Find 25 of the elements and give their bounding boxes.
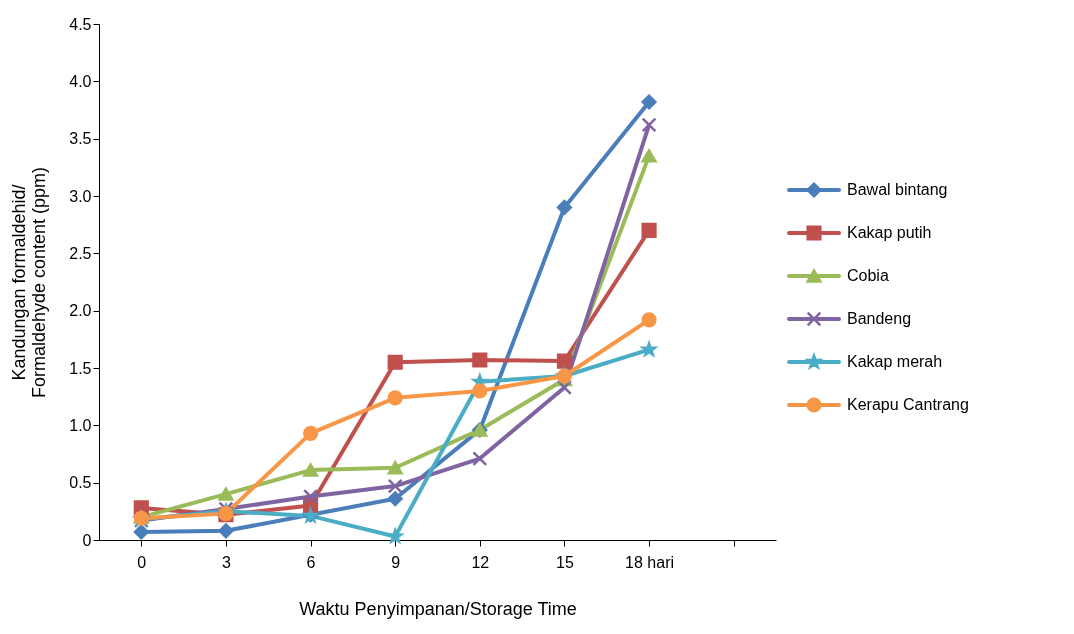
legend-label: Kakap merah (847, 353, 943, 370)
y-tick-label: 0 (82, 531, 92, 549)
x-tick-label: 9 (391, 553, 401, 571)
x-tick-label: 0 (137, 553, 147, 571)
y-tick-label: 2.0 (69, 302, 92, 320)
y-tick-label: 3.0 (69, 187, 92, 205)
y-tick-label: 0.5 (69, 474, 92, 492)
legend-label: Cobia (847, 267, 889, 284)
x-tick-label: 3 (221, 553, 231, 571)
legend-label: Bawal bintang (847, 181, 948, 198)
x-tick-label: 15 (556, 553, 574, 571)
x-axis-title: Waktu Penyimpanan/Storage Time (299, 598, 577, 619)
x-tick-label: 12 (471, 553, 490, 571)
y-tick-label: 2.5 (69, 244, 92, 262)
y-tick-label: 3.5 (69, 130, 92, 148)
legend-label: Kakap putih (847, 224, 932, 241)
x-tick-label: 6 (306, 553, 316, 571)
y-tick-label: 1.5 (69, 359, 92, 377)
y-tick-label: 4.0 (69, 72, 92, 90)
legend-label: Kerapu Cantrang (847, 396, 969, 413)
y-tick-label: 4.5 (69, 15, 92, 33)
y-tick-label: 1.0 (69, 416, 92, 434)
x-tick-label: 18 hari (625, 553, 675, 571)
legend-label: Bandeng (847, 310, 912, 327)
y-axis-title: Kandungan formaldehid/Formaldehyde content (ppm) (9, 166, 50, 399)
